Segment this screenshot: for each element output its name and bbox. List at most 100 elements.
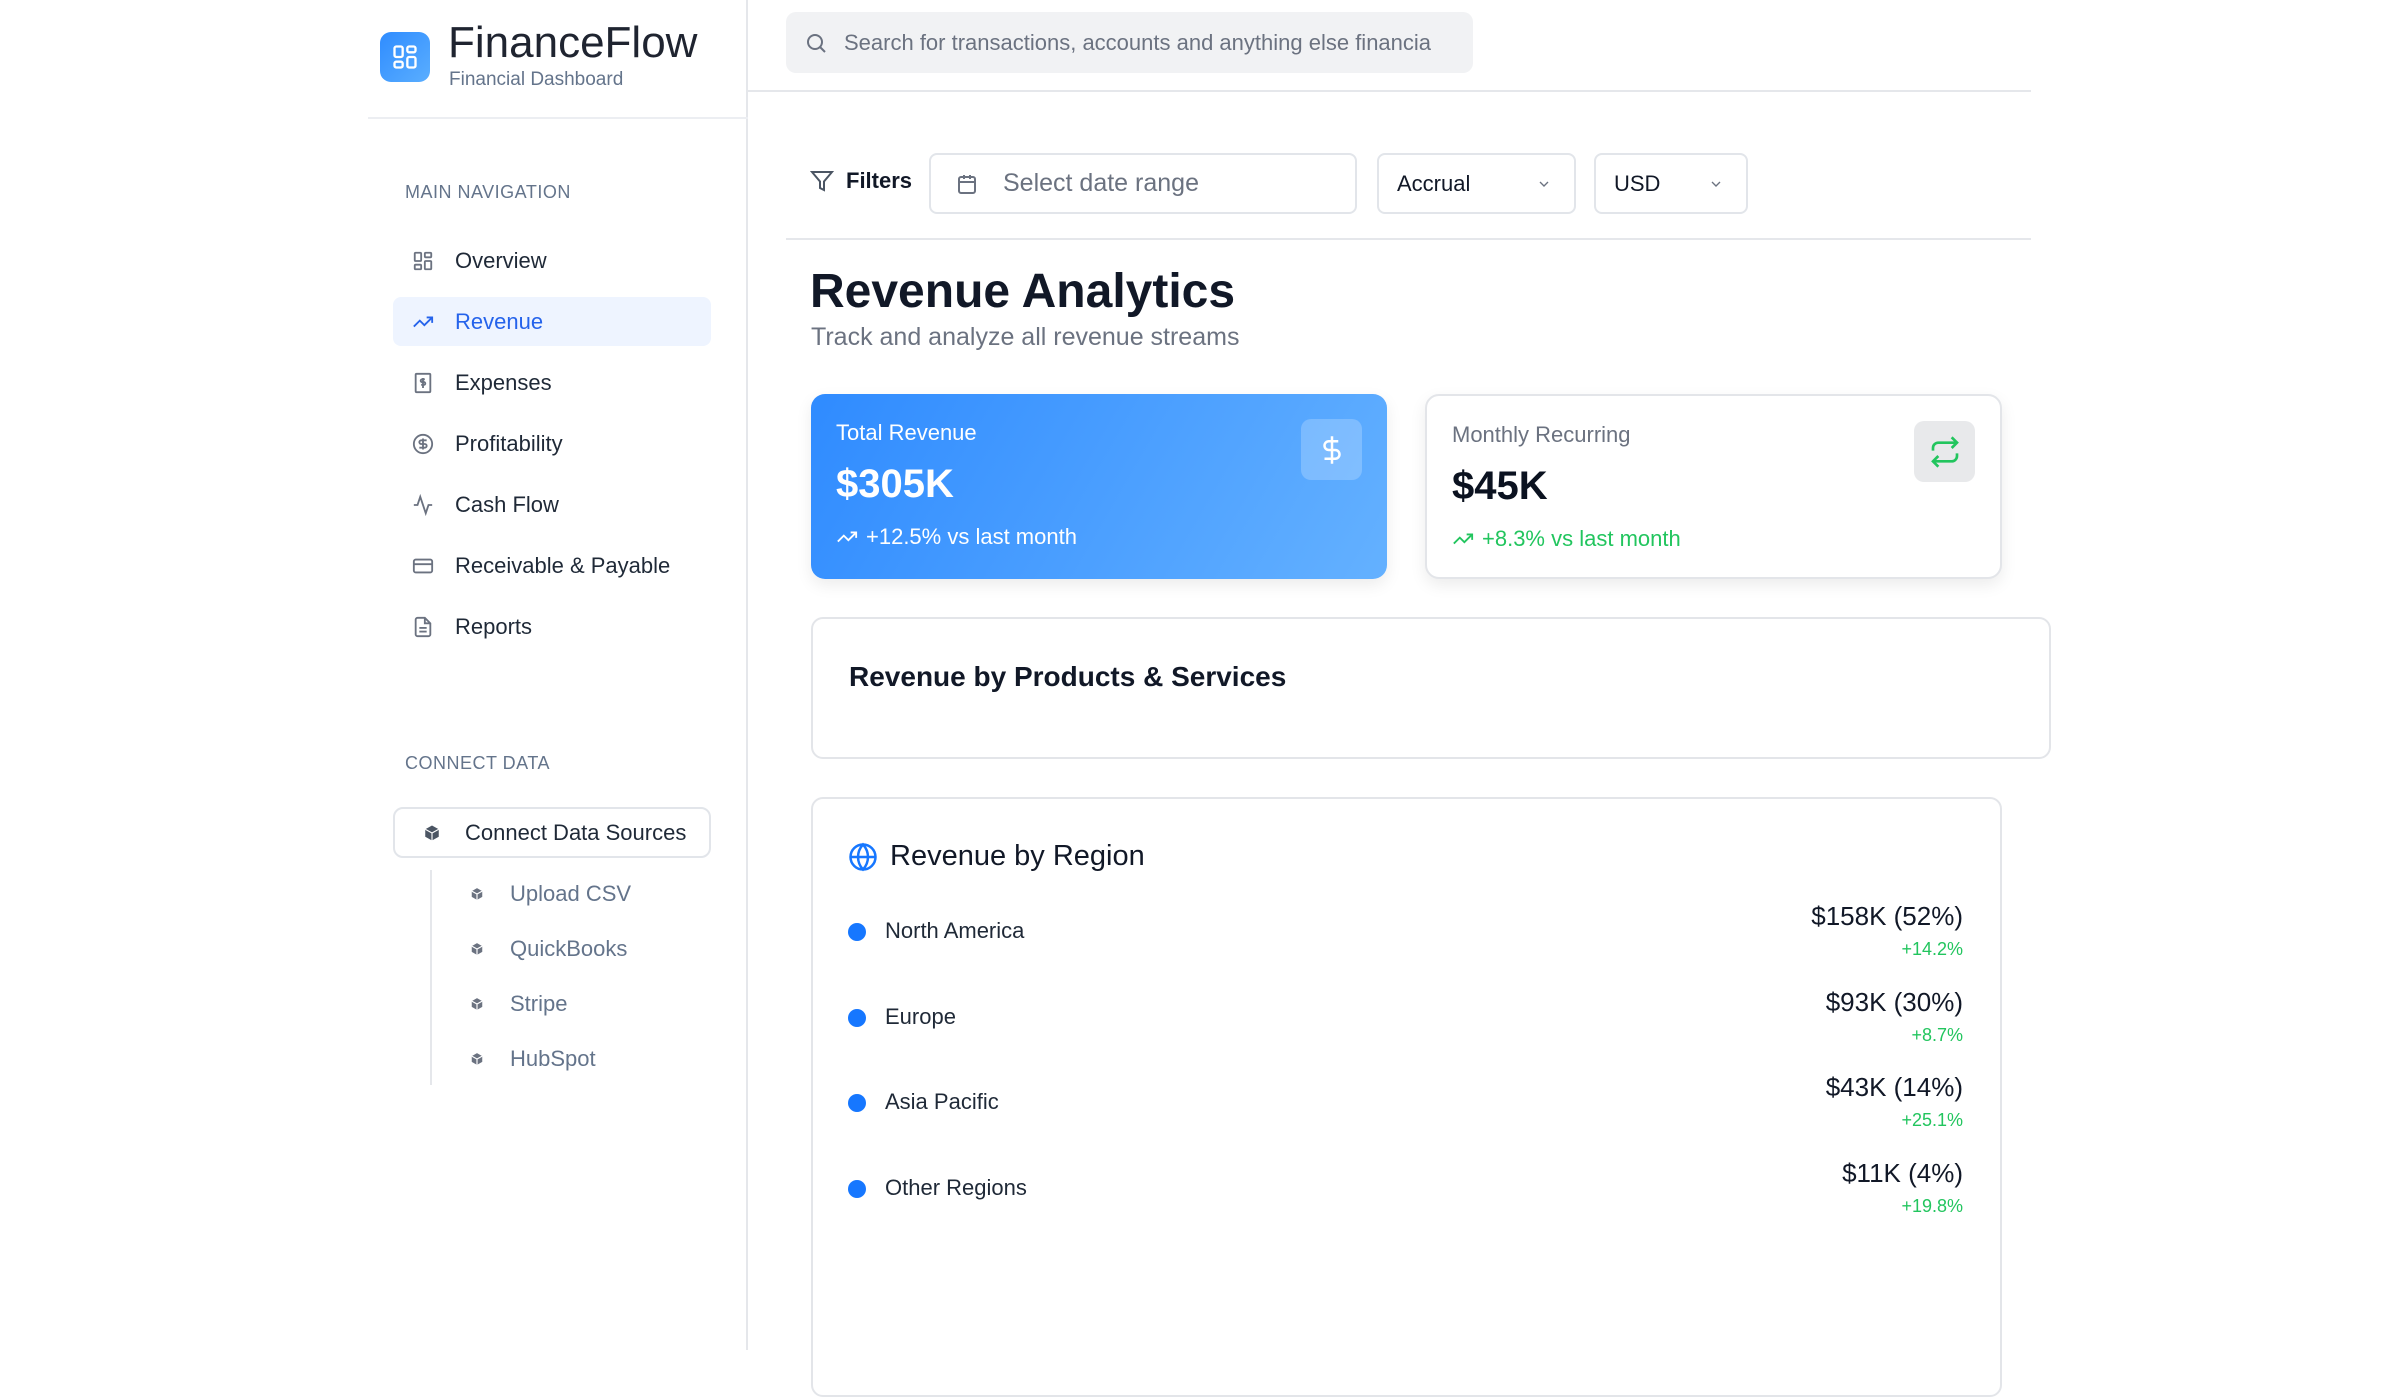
filters-label: Filters: [846, 168, 913, 193]
filter-icon: [810, 169, 834, 193]
sidebar-item-label: Profitability: [455, 430, 563, 456]
region-title: Revenue by Region: [890, 840, 1145, 872]
file-text-icon: [411, 615, 435, 639]
connect-data-heading: CONNECT DATA: [405, 753, 551, 773]
region-amount: $43K (14%): [1825, 1072, 1963, 1102]
region-change: +14.2%: [1901, 939, 1963, 959]
trending-up-icon: [836, 526, 858, 548]
region-name: Other Regions: [885, 1175, 1027, 1200]
currency-value: USD: [1614, 170, 1661, 196]
accounting-basis-value: Accrual: [1397, 170, 1471, 196]
sidebar-item-label: Cash Flow: [455, 491, 559, 517]
brand-name: FinanceFlow: [448, 18, 698, 67]
source-label: Stripe: [510, 991, 568, 1016]
source-hubspot[interactable]: HubSpot: [470, 1039, 596, 1079]
search-input[interactable]: Search for transactions, accounts and an…: [786, 12, 1473, 73]
card-trend: +8.3% vs last month: [1452, 526, 1681, 552]
connect-data-sources-label: Connect Data Sources: [465, 819, 687, 845]
region-change: +19.8%: [1901, 1196, 1963, 1216]
sidebar-item-revenue[interactable]: Revenue: [393, 297, 711, 346]
sidebar: FinanceFlow Financial Dashboard MAIN NAV…: [0, 0, 748, 1350]
logo-icon: [380, 32, 430, 82]
source-quickbooks[interactable]: QuickBooks: [470, 929, 627, 969]
card-trend: +12.5% vs last month: [836, 524, 1077, 550]
credit-card-icon: [411, 554, 435, 578]
header-divider: [748, 90, 2031, 92]
sidebar-item-expenses[interactable]: Expenses: [393, 358, 711, 407]
region-dot: [848, 1009, 866, 1027]
source-label: Upload CSV: [510, 881, 632, 906]
source-stripe[interactable]: Stripe: [470, 984, 567, 1024]
region-dot: [848, 1094, 866, 1112]
region-amount: $93K (30%): [1825, 987, 1963, 1017]
cube-icon: [470, 1052, 484, 1066]
trending-up-icon: [411, 310, 435, 334]
region-row: Other Regions $11K (4%) +19.8%: [848, 1158, 1963, 1218]
region-name: North America: [885, 918, 1025, 943]
sidebar-item-cash-flow[interactable]: Cash Flow: [393, 480, 711, 529]
filters-divider: [786, 238, 2031, 240]
cube-icon: [470, 887, 484, 901]
search-icon: [804, 31, 828, 55]
region-change: +25.1%: [1901, 1110, 1963, 1130]
region-dot: [848, 923, 866, 941]
page-subtitle: Track and analyze all revenue streams: [811, 323, 1240, 351]
divider: [368, 117, 748, 119]
trending-up-icon: [1452, 528, 1474, 550]
card-value: $305K: [836, 462, 954, 506]
region-row: North America $158K (52%) +14.2%: [848, 901, 1963, 961]
sidebar-item-label: Revenue: [455, 308, 544, 334]
card-trend-text: +12.5% vs last month: [866, 524, 1077, 549]
source-label: QuickBooks: [510, 936, 628, 961]
main-navigation-heading: MAIN NAVIGATION: [405, 182, 571, 202]
currency-select[interactable]: USD: [1594, 153, 1748, 214]
card-value: $45K: [1452, 464, 1548, 508]
source-upload-csv[interactable]: Upload CSV: [470, 874, 631, 914]
card-label: Total Revenue: [836, 420, 977, 445]
chevron-down-icon: [1536, 176, 1552, 192]
cube-icon: [470, 942, 484, 956]
sidebar-item-receivable-payable[interactable]: Receivable & Payable: [393, 541, 711, 590]
page-title: Revenue Analytics: [810, 265, 1236, 318]
date-range-placeholder: Select date range: [1003, 169, 1199, 197]
sidebar-item-reports[interactable]: Reports: [393, 602, 711, 651]
grid-icon: [411, 249, 435, 273]
accounting-basis-select[interactable]: Accrual: [1377, 153, 1576, 214]
region-header: Revenue by Region: [848, 840, 1145, 873]
region-amount: $158K (52%): [1811, 901, 1963, 931]
region-amount: $11K (4%): [1842, 1158, 1963, 1188]
region-row: Europe $93K (30%) +8.7%: [848, 987, 1963, 1047]
dollar-icon: [1301, 419, 1362, 480]
activity-icon: [411, 493, 435, 517]
region-change: +8.7%: [1911, 1025, 1963, 1045]
connect-data-sources-button[interactable]: Connect Data Sources: [393, 807, 711, 858]
chevron-down-icon: [1708, 176, 1724, 192]
sidebar-item-overview[interactable]: Overview: [393, 236, 711, 285]
monthly-recurring-card: Monthly Recurring $45K +8.3% vs last mon…: [1425, 394, 2002, 579]
date-range-input[interactable]: Select date range: [929, 153, 1357, 214]
cube-icon: [470, 997, 484, 1011]
sidebar-item-label: Overview: [455, 247, 547, 273]
cube-icon: [423, 824, 441, 842]
region-name: Asia Pacific: [885, 1089, 999, 1114]
calendar-icon: [955, 172, 979, 196]
region-row: Asia Pacific $43K (14%) +25.1%: [848, 1072, 1963, 1132]
sidebar-item-label: Receivable & Payable: [455, 552, 671, 578]
dollar-circle-icon: [411, 432, 435, 456]
receipt-icon: [411, 371, 435, 395]
region-dot: [848, 1180, 866, 1198]
products-title: Revenue by Products & Services: [849, 661, 1287, 692]
source-label: HubSpot: [510, 1046, 596, 1071]
repeat-icon: [1914, 421, 1975, 482]
divider: [430, 870, 432, 1085]
brand-subtitle: Financial Dashboard: [449, 69, 624, 90]
card-label: Monthly Recurring: [1452, 422, 1631, 447]
revenue-by-products-panel: Revenue by Products & Services: [811, 617, 2051, 759]
search-placeholder: Search for transactions, accounts and an…: [844, 29, 1432, 55]
filters-button[interactable]: Filters: [810, 168, 912, 194]
sidebar-item-profitability[interactable]: Profitability: [393, 419, 711, 468]
card-trend-text: +8.3% vs last month: [1482, 526, 1681, 551]
sidebar-item-label: Reports: [455, 613, 533, 639]
region-name: Europe: [885, 1004, 956, 1029]
sidebar-item-label: Expenses: [455, 369, 552, 395]
